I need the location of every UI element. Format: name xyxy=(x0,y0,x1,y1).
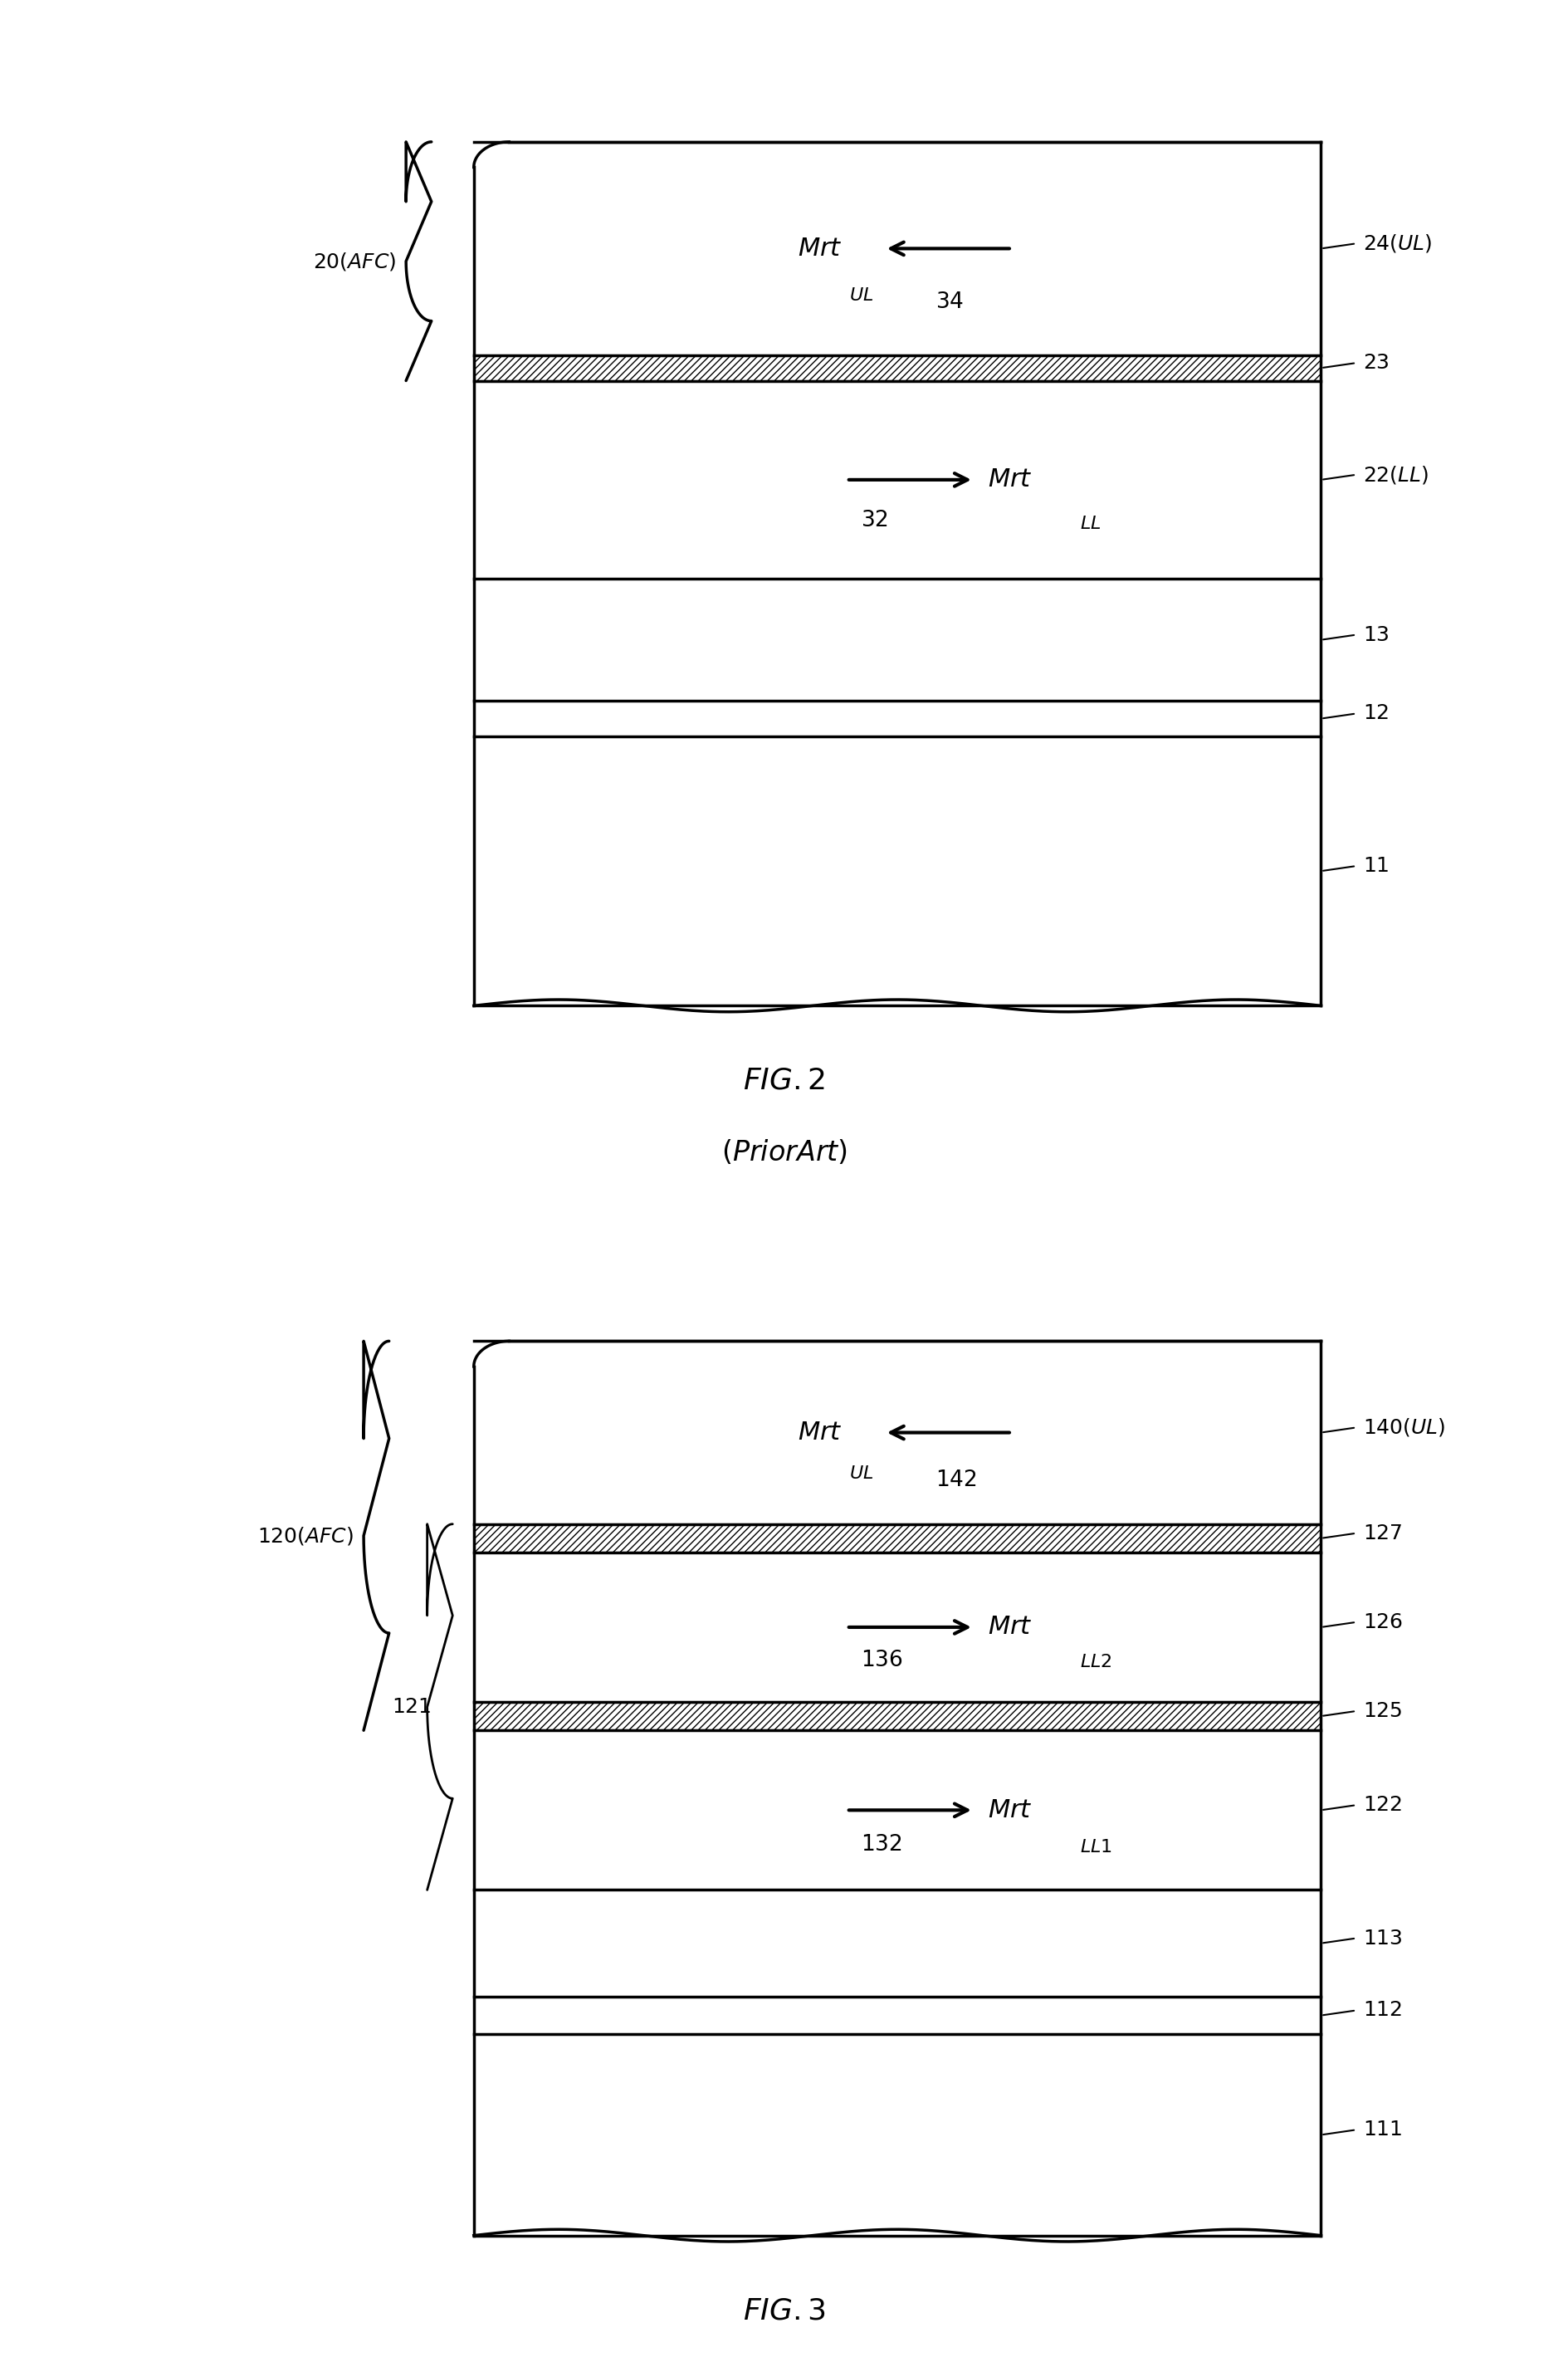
Text: $\mathit{Mrt}$: $\mathit{Mrt}$ xyxy=(988,1615,1032,1638)
Text: $\mathit{112}$: $\mathit{112}$ xyxy=(1363,2001,1402,2020)
Text: $\mathit{111}$: $\mathit{111}$ xyxy=(1363,2119,1402,2140)
Bar xyxy=(474,735,1320,1006)
Text: $\mathit{UL}$: $\mathit{UL}$ xyxy=(848,1466,873,1483)
Text: $\mathit{LL1}$: $\mathit{LL1}$ xyxy=(1079,1838,1112,1855)
Text: $\mathit{11}$: $\mathit{11}$ xyxy=(1363,856,1389,877)
Text: $\mathit{136}$: $\mathit{136}$ xyxy=(861,1650,902,1671)
Bar xyxy=(474,1890,1320,1996)
Text: $\mathit{LL2}$: $\mathit{LL2}$ xyxy=(1079,1655,1112,1671)
Text: $\mathit{24 (UL)}$: $\mathit{24 (UL)}$ xyxy=(1363,233,1432,255)
Text: $\mathit{Mrt}$: $\mathit{Mrt}$ xyxy=(797,1421,842,1445)
Text: $\mathit{32}$: $\mathit{32}$ xyxy=(861,509,887,530)
Text: $\mathit{122}$: $\mathit{122}$ xyxy=(1363,1796,1402,1815)
Text: $\mathit{113}$: $\mathit{113}$ xyxy=(1363,1928,1402,1949)
Text: $\mathbf{\mathit{FIG. 2}}$: $\mathbf{\mathit{FIG. 2}}$ xyxy=(743,1068,825,1096)
Bar xyxy=(474,1553,1320,1702)
Text: $\mathbf{\mathit{FIG. 3}}$: $\mathbf{\mathit{FIG. 3}}$ xyxy=(743,2296,825,2324)
Bar xyxy=(474,1730,1320,1890)
Text: $\mathit{20 (AFC)}$: $\mathit{20 (AFC)}$ xyxy=(314,250,395,271)
Text: $\mathit{125}$: $\mathit{125}$ xyxy=(1363,1702,1402,1721)
Text: $\mathit{132}$: $\mathit{132}$ xyxy=(861,1834,902,1855)
Text: $\mathit{34}$: $\mathit{34}$ xyxy=(935,292,963,313)
Text: $\mathit{140 (UL)}$: $\mathit{140 (UL)}$ xyxy=(1363,1417,1446,1438)
Text: $\mathit{142}$: $\mathit{142}$ xyxy=(935,1468,977,1490)
Text: $\mathit{LL}$: $\mathit{LL}$ xyxy=(1079,516,1101,533)
Text: $\mathit{127}$: $\mathit{127}$ xyxy=(1363,1523,1402,1544)
Bar xyxy=(474,382,1320,580)
Text: $\mathbf{\mathit{(Prior Art)}}$: $\mathbf{\mathit{(Prior Art)}}$ xyxy=(721,1138,847,1167)
Bar xyxy=(474,1702,1320,1730)
Bar xyxy=(474,1996,1320,2034)
Bar xyxy=(474,356,1320,382)
Text: $\mathit{12}$: $\mathit{12}$ xyxy=(1363,705,1389,724)
Text: $\mathit{22 (LL)}$: $\mathit{22 (LL)}$ xyxy=(1363,464,1428,486)
Text: $\mathit{Mrt}$: $\mathit{Mrt}$ xyxy=(988,1798,1032,1822)
Text: $\mathit{Mrt}$: $\mathit{Mrt}$ xyxy=(988,467,1032,493)
Text: $\mathit{Mrt}$: $\mathit{Mrt}$ xyxy=(797,236,842,262)
Bar xyxy=(474,700,1320,735)
Text: $\mathit{126}$: $\mathit{126}$ xyxy=(1363,1612,1402,1631)
Bar xyxy=(474,1341,1320,1525)
Bar xyxy=(474,2034,1320,2234)
Text: $\mathit{120 (AFC)}$: $\mathit{120 (AFC)}$ xyxy=(257,1525,354,1546)
Bar xyxy=(474,1525,1320,1553)
Bar xyxy=(474,580,1320,700)
Bar xyxy=(474,141,1320,356)
Text: $\mathit{13}$: $\mathit{13}$ xyxy=(1363,625,1389,646)
Text: $\mathit{UL}$: $\mathit{UL}$ xyxy=(848,288,873,304)
Text: $\mathit{23}$: $\mathit{23}$ xyxy=(1363,354,1389,372)
Text: $\mathit{121}$: $\mathit{121}$ xyxy=(392,1697,431,1716)
